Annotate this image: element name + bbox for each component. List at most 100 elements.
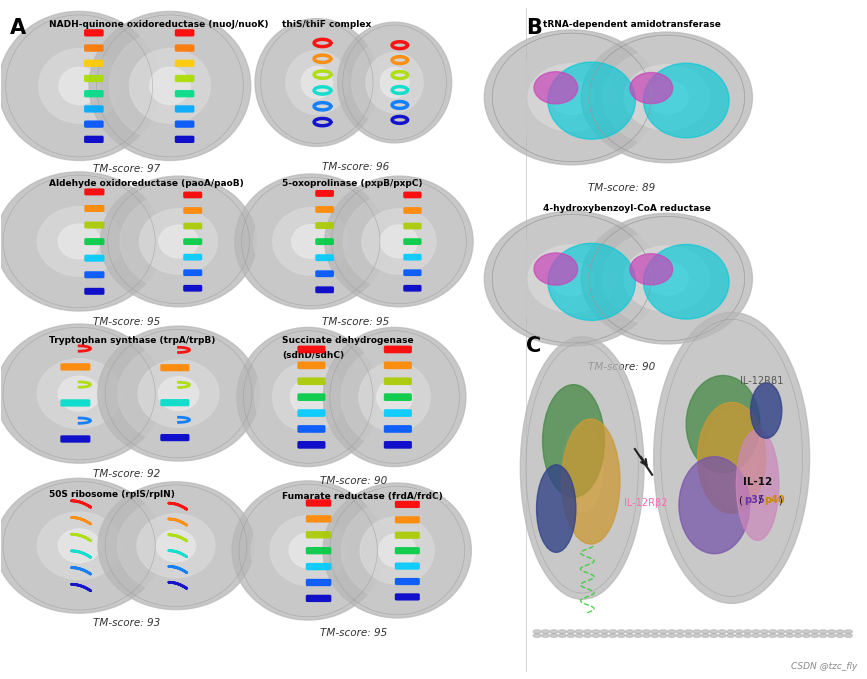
- Text: NADH-quinone oxidoreductase (nuoJ/nuoK): NADH-quinone oxidoreductase (nuoJ/nuoK): [49, 20, 269, 29]
- Text: 5-oxoprolinase (pxpB/pxpC): 5-oxoprolinase (pxpB/pxpC): [283, 179, 423, 188]
- Ellipse shape: [341, 345, 448, 449]
- Ellipse shape: [701, 630, 709, 634]
- Ellipse shape: [232, 481, 384, 620]
- Ellipse shape: [576, 630, 583, 634]
- Ellipse shape: [550, 634, 557, 638]
- Ellipse shape: [617, 630, 625, 634]
- Ellipse shape: [592, 634, 600, 638]
- FancyBboxPatch shape: [84, 44, 104, 52]
- FancyBboxPatch shape: [394, 547, 420, 554]
- Ellipse shape: [811, 634, 818, 638]
- Ellipse shape: [159, 225, 198, 258]
- Ellipse shape: [693, 634, 701, 638]
- FancyBboxPatch shape: [403, 207, 421, 214]
- FancyBboxPatch shape: [175, 136, 194, 143]
- Ellipse shape: [698, 403, 766, 513]
- Ellipse shape: [359, 362, 430, 432]
- Ellipse shape: [16, 189, 142, 293]
- Ellipse shape: [548, 62, 636, 139]
- Text: Fumarate reductase (frdA/frdC): Fumarate reductase (frdA/frdC): [283, 492, 443, 500]
- Ellipse shape: [701, 634, 709, 638]
- Text: p40: p40: [764, 496, 785, 505]
- Ellipse shape: [137, 514, 215, 578]
- FancyBboxPatch shape: [297, 425, 325, 433]
- Ellipse shape: [760, 634, 768, 638]
- Text: TM-score: 95: TM-score: 95: [93, 316, 160, 327]
- Ellipse shape: [140, 208, 218, 274]
- Ellipse shape: [534, 72, 577, 104]
- Ellipse shape: [0, 478, 163, 613]
- Ellipse shape: [642, 630, 650, 634]
- Ellipse shape: [676, 634, 684, 638]
- Ellipse shape: [366, 52, 423, 113]
- FancyBboxPatch shape: [394, 562, 420, 570]
- Text: TM-score: 90: TM-score: 90: [321, 476, 388, 486]
- Ellipse shape: [542, 634, 550, 638]
- FancyBboxPatch shape: [175, 60, 194, 67]
- Ellipse shape: [558, 634, 566, 638]
- Ellipse shape: [668, 634, 675, 638]
- Ellipse shape: [603, 48, 731, 147]
- Ellipse shape: [576, 634, 583, 638]
- Text: TM-score: 92: TM-score: 92: [93, 469, 160, 479]
- Ellipse shape: [727, 634, 734, 638]
- Ellipse shape: [520, 337, 644, 600]
- Ellipse shape: [654, 312, 810, 604]
- FancyBboxPatch shape: [403, 238, 421, 245]
- Ellipse shape: [811, 630, 818, 634]
- Ellipse shape: [668, 630, 675, 634]
- Ellipse shape: [624, 65, 709, 130]
- Ellipse shape: [360, 517, 434, 584]
- FancyBboxPatch shape: [384, 361, 412, 369]
- FancyBboxPatch shape: [316, 190, 334, 197]
- Ellipse shape: [381, 225, 418, 258]
- Ellipse shape: [844, 630, 852, 634]
- Ellipse shape: [0, 324, 163, 463]
- Ellipse shape: [603, 230, 731, 328]
- Ellipse shape: [381, 67, 409, 98]
- FancyBboxPatch shape: [316, 206, 334, 213]
- FancyBboxPatch shape: [384, 378, 412, 385]
- Ellipse shape: [273, 208, 349, 275]
- Ellipse shape: [609, 634, 616, 638]
- Ellipse shape: [101, 176, 257, 307]
- Ellipse shape: [634, 630, 642, 634]
- Ellipse shape: [706, 409, 758, 507]
- Ellipse shape: [752, 634, 759, 638]
- Ellipse shape: [159, 377, 199, 411]
- Ellipse shape: [271, 35, 363, 130]
- FancyBboxPatch shape: [183, 223, 202, 230]
- FancyBboxPatch shape: [297, 378, 325, 385]
- Ellipse shape: [601, 630, 609, 634]
- Text: A: A: [10, 18, 26, 38]
- Ellipse shape: [736, 429, 779, 540]
- FancyBboxPatch shape: [175, 75, 194, 82]
- Ellipse shape: [235, 174, 387, 309]
- Ellipse shape: [58, 224, 100, 259]
- Text: TM-score: 97: TM-score: 97: [93, 164, 160, 174]
- Text: TM-score: 93: TM-score: 93: [93, 618, 160, 628]
- FancyBboxPatch shape: [316, 222, 334, 229]
- Text: (sdhD/sdhC): (sdhD/sdhC): [283, 351, 344, 360]
- Ellipse shape: [37, 359, 121, 428]
- FancyBboxPatch shape: [175, 44, 194, 52]
- Ellipse shape: [803, 634, 811, 638]
- FancyBboxPatch shape: [84, 105, 104, 113]
- Ellipse shape: [651, 630, 659, 634]
- Ellipse shape: [37, 206, 121, 276]
- Ellipse shape: [769, 630, 777, 634]
- Ellipse shape: [548, 243, 636, 320]
- Text: TM-score: 95: TM-score: 95: [323, 316, 389, 327]
- Ellipse shape: [562, 419, 620, 544]
- Ellipse shape: [533, 630, 541, 634]
- Ellipse shape: [777, 630, 785, 634]
- Ellipse shape: [819, 630, 827, 634]
- Ellipse shape: [98, 326, 259, 461]
- Ellipse shape: [541, 380, 623, 555]
- Text: IL-12Rβ2: IL-12Rβ2: [623, 498, 667, 508]
- Text: IL-12: IL-12: [743, 477, 772, 487]
- FancyBboxPatch shape: [84, 288, 104, 295]
- Text: Succinate dehydrogenase: Succinate dehydrogenase: [283, 336, 414, 345]
- FancyBboxPatch shape: [403, 285, 421, 292]
- Ellipse shape: [645, 262, 688, 295]
